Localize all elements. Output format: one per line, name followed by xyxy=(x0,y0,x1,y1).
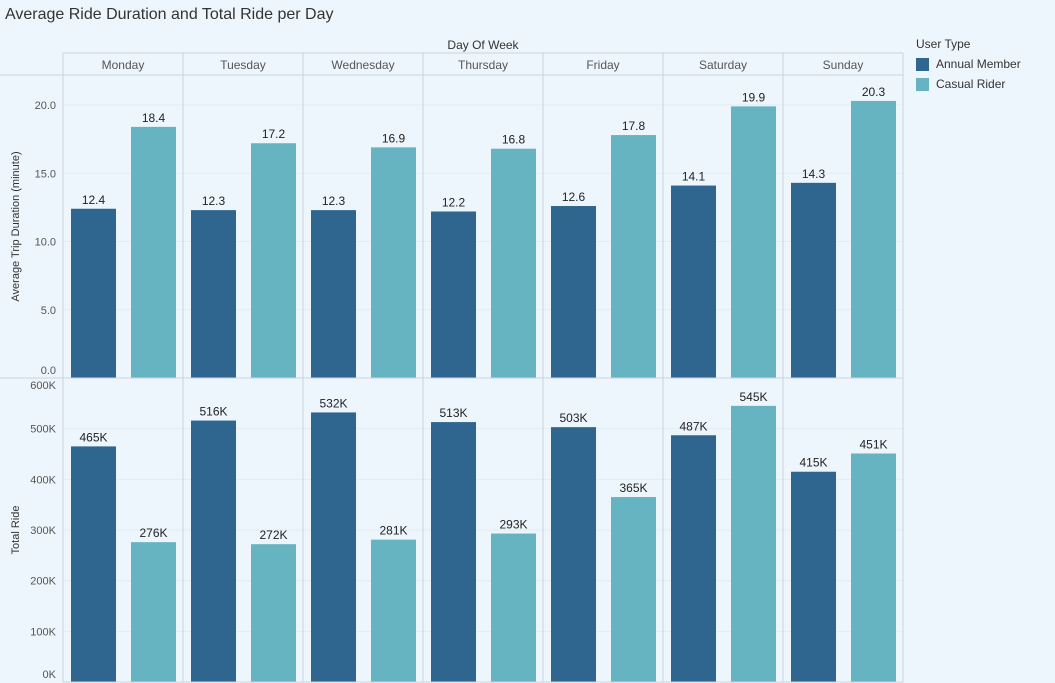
data-label: 16.9 xyxy=(382,131,406,145)
bar-annual-member-wednesday xyxy=(311,210,356,378)
y-tick-label: 20.0 xyxy=(35,100,56,112)
data-label: 365K xyxy=(619,481,647,495)
bar-casual-rider-wednesday xyxy=(371,147,416,378)
bar-casual-rider-saturday xyxy=(731,106,776,378)
bar-annual-member-sunday xyxy=(791,182,836,378)
legend-item-casual-rider[interactable]: Casual Rider xyxy=(916,74,1021,94)
y-tick-label: 0.0 xyxy=(41,365,56,377)
data-label: 14.1 xyxy=(682,170,706,184)
data-label: 487K xyxy=(679,419,707,433)
bar-annual-member-friday xyxy=(551,206,596,378)
legend-label-annual-member: Annual Member xyxy=(936,57,1021,71)
bar-casual-rider-saturday xyxy=(731,405,776,682)
bar-annual-member-sunday xyxy=(791,471,836,682)
data-label: 451K xyxy=(859,437,887,451)
legend: User Type Annual Member Casual Rider xyxy=(916,37,1021,94)
bar-casual-rider-tuesday xyxy=(251,143,296,378)
bar-annual-member-thursday xyxy=(431,422,476,682)
bar-casual-rider-sunday xyxy=(851,100,896,378)
bar-casual-rider-monday xyxy=(131,126,176,378)
data-label: 545K xyxy=(739,390,767,404)
column-label-tuesday: Tuesday xyxy=(220,58,266,72)
data-label: 281K xyxy=(379,524,407,538)
column-header-title: Day Of Week xyxy=(447,38,519,52)
bar-casual-rider-wednesday xyxy=(371,539,416,682)
y-axis-title: Average Trip Duration (minute) xyxy=(10,151,22,301)
bar-casual-rider-tuesday xyxy=(251,544,296,682)
data-label: 293K xyxy=(499,518,527,532)
data-label: 12.3 xyxy=(322,194,346,208)
legend-title: User Type xyxy=(916,37,971,51)
bar-annual-member-saturday xyxy=(671,435,716,682)
bar-annual-member-saturday xyxy=(671,185,716,378)
column-label-sunday: Sunday xyxy=(823,58,864,72)
bar-casual-rider-monday xyxy=(131,542,176,682)
data-label: 19.9 xyxy=(742,90,766,104)
data-label: 272K xyxy=(259,528,287,542)
bar-casual-rider-friday xyxy=(611,497,656,682)
data-label: 20.3 xyxy=(862,85,886,99)
legend-label-casual-rider: Casual Rider xyxy=(936,77,1006,91)
data-label: 503K xyxy=(559,411,587,425)
data-label: 415K xyxy=(799,456,827,470)
bar-casual-rider-thursday xyxy=(491,148,536,378)
legend-item-annual-member[interactable]: Annual Member xyxy=(916,54,1021,74)
legend-swatch-casual-rider xyxy=(916,77,929,91)
data-label: 12.4 xyxy=(82,193,106,207)
bar-casual-rider-friday xyxy=(611,135,656,378)
y-tick-label: 400K xyxy=(30,474,56,486)
column-label-wednesday: Wednesday xyxy=(331,58,394,72)
data-label: 465K xyxy=(79,430,107,444)
y-tick-label: 300K xyxy=(30,525,56,537)
data-label: 14.3 xyxy=(802,167,826,181)
data-label: 12.2 xyxy=(442,195,466,209)
bar-annual-member-wednesday xyxy=(311,412,356,682)
y-tick-label: 500K xyxy=(30,424,56,436)
column-label-monday: Monday xyxy=(102,58,145,72)
data-label: 532K xyxy=(319,396,347,410)
data-label: 17.8 xyxy=(622,119,646,133)
data-label: 12.3 xyxy=(202,194,226,208)
data-label: 16.8 xyxy=(502,133,526,147)
data-label: 12.6 xyxy=(562,190,586,204)
y-tick-label: 100K xyxy=(30,626,56,638)
y-tick-label: 200K xyxy=(30,576,56,588)
column-label-friday: Friday xyxy=(586,58,619,72)
column-label-thursday: Thursday xyxy=(458,58,508,72)
y-tick-label: 15.0 xyxy=(35,168,56,180)
chart-title: Average Ride Duration and Total Ride per… xyxy=(5,6,334,23)
bar-annual-member-tuesday xyxy=(191,420,236,682)
legend-swatch-annual-member xyxy=(916,57,929,71)
y-tick-label: 10.0 xyxy=(35,237,56,249)
bar-annual-member-friday xyxy=(551,427,596,682)
bar-casual-rider-thursday xyxy=(491,533,536,682)
bar-annual-member-monday xyxy=(71,446,116,682)
column-label-saturday: Saturday xyxy=(699,58,747,72)
bar-annual-member-thursday xyxy=(431,211,476,378)
y-tick-label: 5.0 xyxy=(41,305,56,317)
y-tick-label: 0K xyxy=(43,669,57,681)
data-label: 18.4 xyxy=(142,111,166,125)
data-label: 513K xyxy=(439,406,467,420)
y-tick-label: 600K xyxy=(30,380,56,392)
bar-casual-rider-sunday xyxy=(851,453,896,682)
bar-annual-member-monday xyxy=(71,208,116,378)
bar-annual-member-tuesday xyxy=(191,210,236,378)
data-label: 516K xyxy=(199,405,227,419)
y-axis-title: Total Ride xyxy=(10,506,22,555)
data-label: 276K xyxy=(139,526,167,540)
data-label: 17.2 xyxy=(262,127,286,141)
